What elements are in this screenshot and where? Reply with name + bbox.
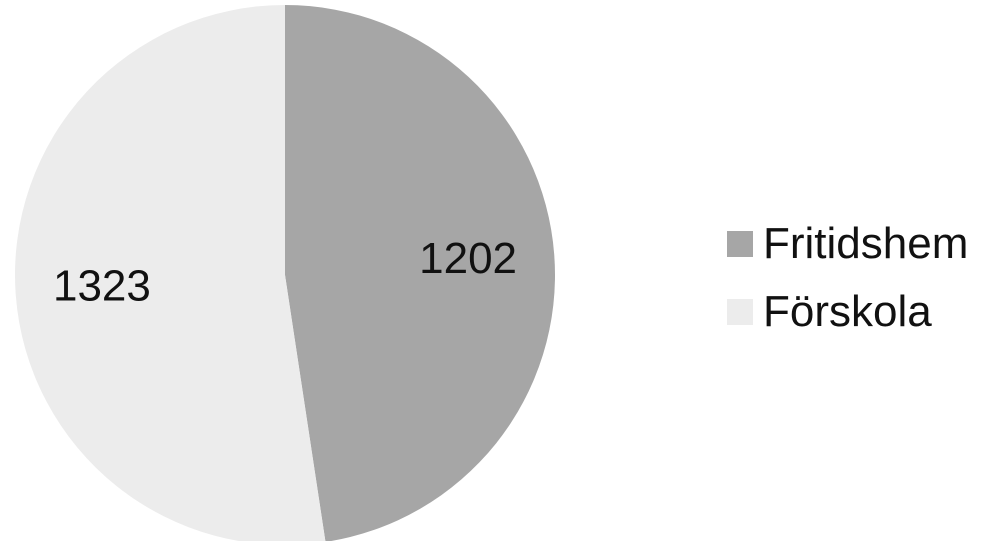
legend-swatch-fritidshem	[727, 231, 753, 257]
legend-item-fritidshem: Fritidshem	[727, 210, 968, 278]
legend-label-fritidshem: Fritidshem	[763, 219, 969, 268]
pie-slices	[14, 5, 555, 541]
legend-item-forskola: Förskola	[727, 278, 968, 346]
pie-slice-forskola	[14, 5, 326, 541]
pie-slice-fritidshem	[285, 5, 555, 541]
pie-data-labels: 1202 1323	[53, 234, 517, 311]
legend-label-forskola: Förskola	[763, 287, 932, 336]
chart-legend: Fritidshem Förskola	[727, 210, 968, 346]
legend-swatch-forskola	[727, 299, 753, 325]
data-label-forskola: 1323	[53, 261, 151, 310]
data-label-fritidshem: 1202	[419, 234, 517, 283]
